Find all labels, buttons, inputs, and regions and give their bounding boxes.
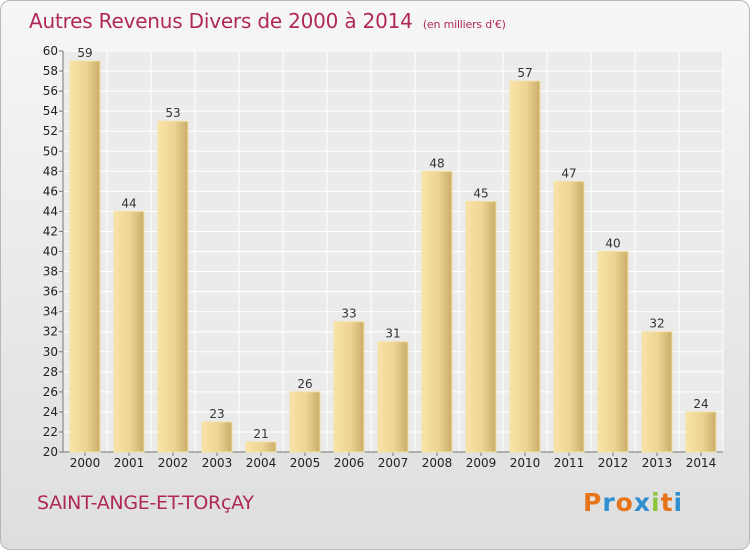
bar-2014 <box>685 411 717 453</box>
bar-2013 <box>641 331 673 453</box>
data-label-2005: 26 <box>297 377 312 391</box>
x-tick-label: 2004 <box>246 456 277 470</box>
y-tick-label: 60 <box>43 44 58 58</box>
data-label-2007: 31 <box>385 327 400 341</box>
data-label-2012: 40 <box>605 237 620 251</box>
place-name: SAINT-ANGE-ET-TORçAY <box>37 492 254 514</box>
x-tick-label: 2014 <box>686 456 717 470</box>
y-tick-label: 46 <box>43 184 58 198</box>
x-tick-label: 2006 <box>334 456 365 470</box>
y-tick-label: 22 <box>43 425 58 439</box>
bar-2005 <box>289 391 321 453</box>
bar-2009 <box>465 200 497 453</box>
logo-letter: o <box>615 488 634 517</box>
y-tick-label: 20 <box>43 445 58 459</box>
x-tick-label: 2013 <box>642 456 673 470</box>
x-tick-label: 2010 <box>510 456 541 470</box>
x-tick-label: 2005 <box>290 456 321 470</box>
data-label-2013: 32 <box>649 317 664 331</box>
proxiti-logo: Proxiti <box>583 488 683 517</box>
logo-letter: t <box>660 488 674 517</box>
data-label-2001: 44 <box>121 196 136 210</box>
y-tick-label: 54 <box>43 104 58 118</box>
data-label-2002: 53 <box>165 106 180 120</box>
y-tick-label: 28 <box>43 365 58 379</box>
x-tick-label: 2007 <box>378 456 409 470</box>
logo-letter: i <box>651 488 661 517</box>
bar-2010 <box>509 80 541 453</box>
data-label-2014: 24 <box>693 397 708 411</box>
chart-title: Autres Revenus Divers de 2000 à 2014 (en… <box>29 9 506 33</box>
data-label-2009: 45 <box>473 186 488 200</box>
y-tick-label: 48 <box>43 164 58 178</box>
data-label-2010: 57 <box>517 66 532 80</box>
y-tick-label: 38 <box>43 265 58 279</box>
y-tick-label: 44 <box>43 204 58 218</box>
chart-subtitle: (en milliers d'€) <box>422 18 506 31</box>
logo-letter: x <box>633 488 651 517</box>
data-label-2008: 48 <box>429 156 444 170</box>
x-tick-label: 2009 <box>466 456 497 470</box>
data-label-2003: 23 <box>209 407 224 421</box>
y-tick-label: 42 <box>43 224 58 238</box>
bar-2002 <box>157 120 189 453</box>
data-label-2011: 47 <box>561 166 576 180</box>
logo-letter: i <box>673 488 684 517</box>
chart-title-text: Autres Revenus Divers de 2000 à 2014 <box>29 9 413 33</box>
bar-2000 <box>69 60 101 453</box>
bar-2008 <box>421 170 453 453</box>
bar-2012 <box>597 251 629 453</box>
x-tick-label: 2011 <box>554 456 585 470</box>
y-tick-label: 24 <box>43 405 58 419</box>
x-tick-label: 2003 <box>202 456 233 470</box>
y-tick-label: 58 <box>43 64 58 78</box>
y-tick-label: 26 <box>43 385 58 399</box>
x-tick-label: 2001 <box>114 456 145 470</box>
y-tick-label: 50 <box>43 144 58 158</box>
logo-letter: P <box>583 488 603 517</box>
bar-2011 <box>553 180 585 453</box>
y-tick-label: 36 <box>43 285 58 299</box>
y-tick-label: 52 <box>43 124 58 138</box>
bar-2001 <box>113 210 145 453</box>
y-tick-label: 34 <box>43 305 58 319</box>
x-tick-label: 2008 <box>422 456 453 470</box>
x-tick-label: 2002 <box>158 456 189 470</box>
data-label-2004: 21 <box>253 427 268 441</box>
y-tick-label: 30 <box>43 345 58 359</box>
data-label-2006: 33 <box>341 307 356 321</box>
bar-2007 <box>377 341 409 453</box>
bar-2006 <box>333 321 365 453</box>
y-tick-label: 56 <box>43 84 58 98</box>
x-tick-label: 2012 <box>598 456 629 470</box>
y-tick-label: 40 <box>43 245 58 259</box>
bar-2004 <box>245 441 277 453</box>
bar-2003 <box>201 421 233 453</box>
y-tick-label: 32 <box>43 325 58 339</box>
logo-letter: r <box>602 488 616 517</box>
x-tick-label: 2000 <box>70 456 101 470</box>
data-label-2000: 59 <box>77 46 92 60</box>
